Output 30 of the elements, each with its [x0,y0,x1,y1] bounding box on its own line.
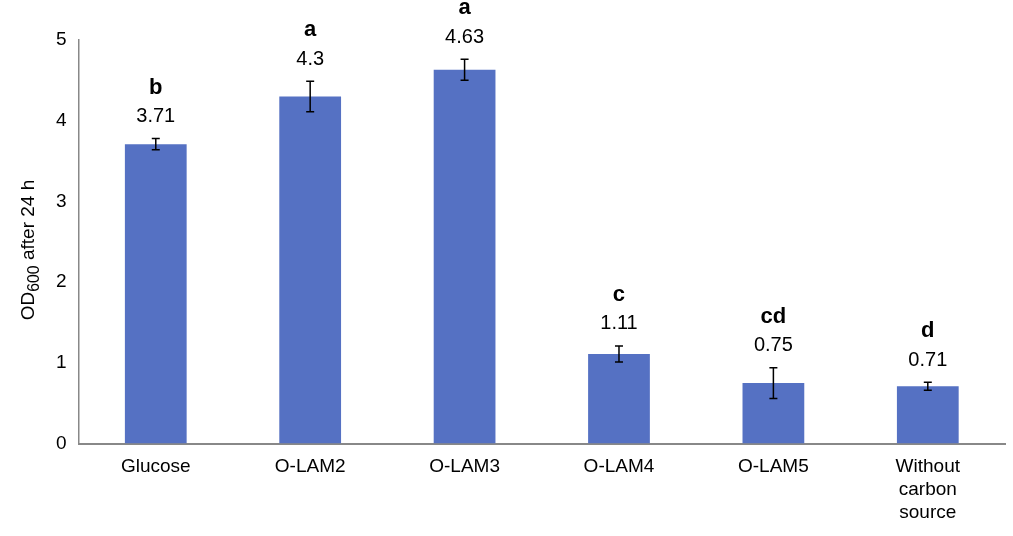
y-tick-label: 0 [55,431,67,453]
y-tick-label: 4 [55,108,67,130]
bar [124,144,187,444]
bar [433,69,496,444]
y-tick-label: 5 [55,28,67,50]
y-tick-label: 2 [55,270,67,292]
y-tick-label: 1 [55,351,67,373]
annotation: b [149,73,163,99]
y-tick-label: 3 [55,189,67,211]
bar [588,354,650,444]
bar [279,96,342,444]
x-tick-label: O-LAM5 [738,455,809,477]
data-label: 4.63 [445,24,485,47]
annotation: a [304,16,318,42]
bar [896,386,959,444]
annotation: cd [760,302,787,328]
x-tick-label: Glucose [120,455,191,477]
text: a [458,0,472,20]
x-tick-label: Without carbon source [895,455,961,522]
data-label: 4.3 [296,46,325,69]
data-label: 3.71 [136,103,176,126]
x-tick-label: O-LAM3 [429,455,500,477]
annotation: c [612,280,626,306]
data-label: 1.11 [600,311,638,334]
data-label: 0.71 [908,347,948,370]
bar [742,383,805,444]
x-tick-label: O-LAM2 [274,455,346,477]
x-tick-label: O-LAM4 [583,455,655,477]
annotation: d [921,317,935,343]
data-label: 0.75 [753,333,793,356]
